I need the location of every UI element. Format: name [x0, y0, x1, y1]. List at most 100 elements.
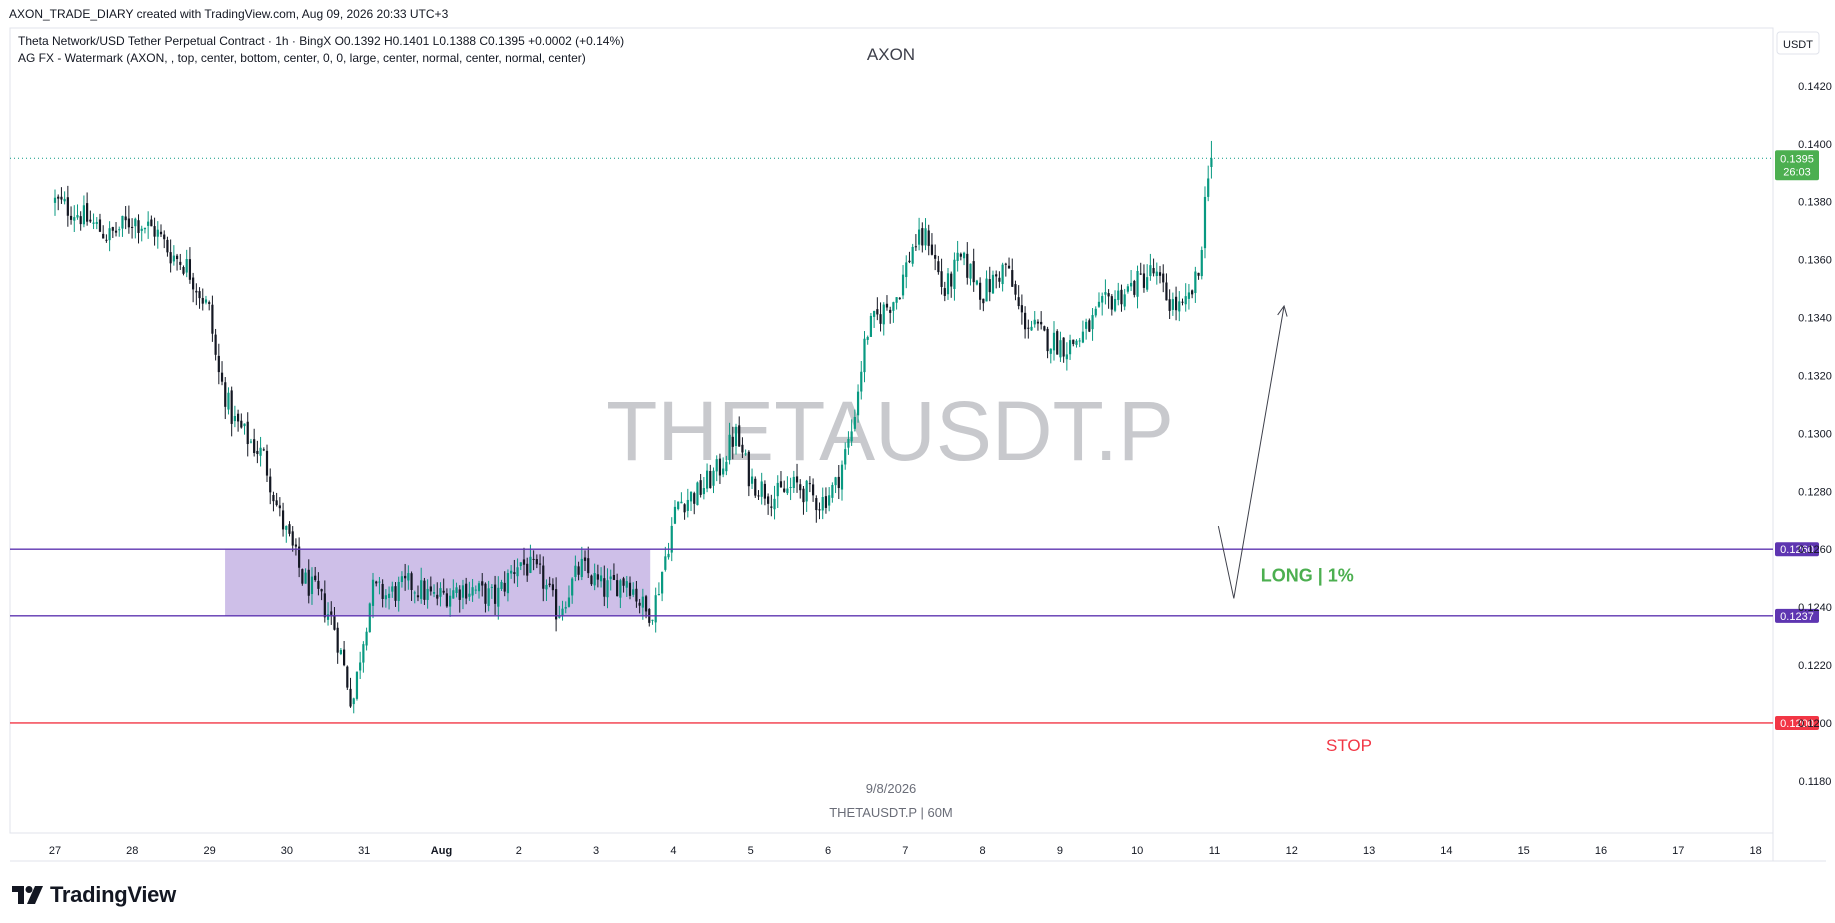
- candle-body: [423, 580, 426, 600]
- candle-body: [709, 470, 712, 489]
- candle: [477, 580, 481, 599]
- x-tick-label: 14: [1440, 845, 1452, 857]
- candle-body: [988, 279, 991, 293]
- candle-body: [130, 226, 134, 228]
- candle: [253, 428, 256, 457]
- candle-body: [847, 438, 850, 448]
- candle: [179, 253, 182, 270]
- candle-body: [1149, 265, 1152, 277]
- y-tick-label: 0.1280: [1798, 486, 1832, 498]
- candle: [394, 582, 397, 607]
- candle: [95, 217, 98, 230]
- candle-body: [821, 497, 824, 511]
- candle: [811, 478, 815, 502]
- candle-body: [917, 229, 921, 245]
- candle-body: [863, 338, 866, 373]
- candle: [484, 582, 487, 613]
- candle: [734, 423, 738, 455]
- candle-body: [102, 233, 105, 239]
- x-tick-label: 18: [1749, 845, 1761, 857]
- candle: [802, 485, 805, 515]
- candle-body: [548, 583, 551, 586]
- candle: [972, 248, 975, 292]
- candle: [609, 569, 612, 591]
- currency-button-box: [1776, 31, 1820, 55]
- candle-body: [179, 261, 182, 265]
- candle: [262, 447, 265, 452]
- candle-body: [789, 486, 792, 488]
- candle: [908, 251, 911, 264]
- candle: [307, 559, 310, 604]
- candle: [526, 557, 529, 582]
- candle-body: [628, 582, 632, 596]
- candle-body: [555, 589, 558, 620]
- candle-body: [532, 558, 535, 560]
- candle-body: [1174, 296, 1178, 311]
- candle-body: [1078, 340, 1081, 342]
- candle-body: [995, 274, 998, 277]
- candle-body: [513, 572, 516, 574]
- x-tick-label: 29: [203, 845, 215, 857]
- candle: [69, 206, 73, 225]
- candle: [378, 576, 381, 595]
- symbol-legend[interactable]: Theta Network/USD Tether Perpetual Contr…: [18, 34, 625, 48]
- candle: [616, 573, 619, 597]
- candle: [121, 215, 124, 237]
- candle: [169, 239, 172, 273]
- candle: [1085, 318, 1088, 340]
- x-tick-label: 11: [1209, 845, 1220, 857]
- candle-body: [1117, 290, 1120, 300]
- candle-body: [738, 425, 741, 447]
- candle: [603, 565, 606, 607]
- candle-body: [750, 476, 754, 484]
- candle-body: [869, 315, 873, 337]
- candle: [667, 542, 670, 560]
- x-tick-label: 15: [1518, 845, 1530, 857]
- candle: [1133, 279, 1136, 298]
- candle-body: [908, 260, 911, 263]
- tradingview-logo[interactable]: TradingView: [12, 882, 176, 908]
- candle-body: [882, 304, 885, 325]
- candle: [1072, 339, 1075, 347]
- candle-body: [416, 595, 420, 598]
- watermark-symbol-interval: THETAUSDT.P | 60M: [829, 805, 953, 820]
- candle: [632, 582, 635, 598]
- candle-body: [477, 583, 481, 592]
- candle-body: [828, 495, 831, 506]
- currency-button[interactable]: USDT: [1776, 31, 1820, 55]
- candle: [346, 665, 349, 690]
- candle: [738, 416, 741, 447]
- candle: [1126, 283, 1129, 294]
- candle-body: [526, 563, 529, 576]
- candle-body: [593, 573, 596, 586]
- candle-body: [1059, 340, 1062, 358]
- candle: [1036, 319, 1040, 331]
- candle: [882, 302, 885, 336]
- candle-body: [1165, 282, 1168, 301]
- candle: [1113, 290, 1117, 313]
- candle-body: [1001, 264, 1004, 285]
- candle-body: [291, 531, 294, 546]
- indicator-legend[interactable]: AG FX - Watermark (AXON, , top, center, …: [18, 51, 586, 65]
- candle: [298, 537, 301, 578]
- candle: [79, 211, 82, 231]
- candle-body: [940, 271, 943, 287]
- candle: [635, 581, 638, 608]
- candle: [343, 640, 346, 667]
- candle-body: [898, 297, 901, 299]
- candle: [744, 449, 747, 456]
- candle: [661, 571, 664, 602]
- candle-body: [911, 246, 914, 264]
- candle-body: [564, 607, 567, 609]
- candle: [426, 579, 429, 609]
- candle-body: [371, 579, 375, 606]
- candle-body: [664, 556, 667, 570]
- candle: [134, 217, 137, 239]
- candle-body: [134, 218, 137, 227]
- candle-body: [198, 291, 201, 299]
- candle: [921, 222, 924, 253]
- candle: [310, 567, 314, 605]
- candle: [265, 444, 269, 483]
- y-tick-label: 0.1340: [1798, 313, 1832, 325]
